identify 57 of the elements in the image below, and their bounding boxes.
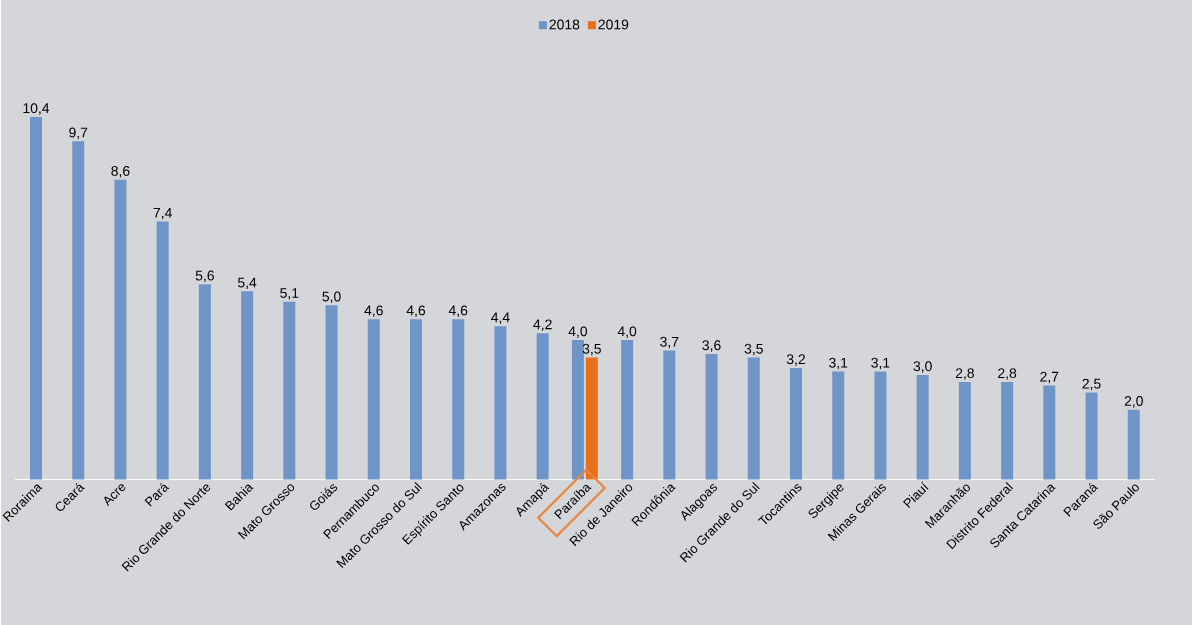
data-label: 2,0 bbox=[1124, 395, 1143, 408]
data-label: 2,8 bbox=[955, 368, 974, 380]
bar bbox=[494, 325, 507, 480]
data-label: 4,0 bbox=[568, 326, 588, 338]
bar bbox=[789, 367, 802, 480]
bar bbox=[283, 301, 296, 480]
data-label: 2,7 bbox=[1040, 371, 1059, 384]
data-label: 5,0 bbox=[322, 291, 341, 303]
data-label: 4,6 bbox=[364, 305, 383, 317]
data-label: 4,6 bbox=[406, 305, 426, 317]
bar bbox=[832, 371, 845, 480]
data-label: 5,1 bbox=[280, 287, 299, 300]
data-label: 4,2 bbox=[533, 319, 552, 331]
data-label: 3,7 bbox=[660, 336, 679, 349]
bar bbox=[1001, 381, 1014, 480]
bar bbox=[747, 357, 760, 480]
data-label: 3,5 bbox=[744, 343, 763, 356]
bar bbox=[156, 221, 169, 480]
data-label: 3,2 bbox=[786, 354, 805, 366]
data-label: 8,6 bbox=[111, 165, 130, 178]
data-label: 5,4 bbox=[237, 277, 257, 289]
legend-label: 2019 bbox=[598, 19, 629, 30]
data-label: 2,5 bbox=[1082, 378, 1101, 390]
bar bbox=[410, 318, 422, 480]
bar bbox=[367, 318, 380, 480]
data-label: 2,8 bbox=[998, 368, 1017, 380]
data-label: 5,6 bbox=[195, 270, 214, 282]
bar bbox=[916, 374, 929, 480]
legend-label: 2018 bbox=[549, 19, 580, 30]
data-label: 3,6 bbox=[702, 340, 721, 352]
bar bbox=[1043, 385, 1056, 480]
data-label: 3,5 bbox=[582, 343, 601, 356]
bar bbox=[72, 141, 85, 480]
bar bbox=[621, 339, 634, 480]
bar bbox=[705, 353, 718, 480]
bar bbox=[536, 332, 549, 480]
data-label: 7,4 bbox=[153, 207, 172, 220]
bar bbox=[874, 371, 887, 480]
data-label: 4,6 bbox=[448, 305, 468, 317]
bar bbox=[1127, 409, 1140, 480]
data-label: 3,1 bbox=[829, 357, 848, 370]
data-label: 3,1 bbox=[871, 357, 890, 370]
data-label: 4,0 bbox=[617, 326, 637, 338]
bar bbox=[114, 179, 127, 480]
data-label: 9,7 bbox=[69, 127, 88, 139]
bar bbox=[958, 381, 971, 480]
bar bbox=[1085, 392, 1098, 480]
bar bbox=[30, 116, 42, 480]
data-label: 10,4 bbox=[23, 102, 50, 115]
bar bbox=[325, 305, 338, 480]
bar bbox=[198, 284, 211, 480]
bar bbox=[663, 350, 676, 480]
bar bbox=[452, 318, 465, 480]
data-label: 3,0 bbox=[913, 361, 932, 373]
bar bbox=[241, 291, 254, 480]
data-label: 4,4 bbox=[491, 312, 510, 324]
bar bbox=[585, 357, 598, 480]
